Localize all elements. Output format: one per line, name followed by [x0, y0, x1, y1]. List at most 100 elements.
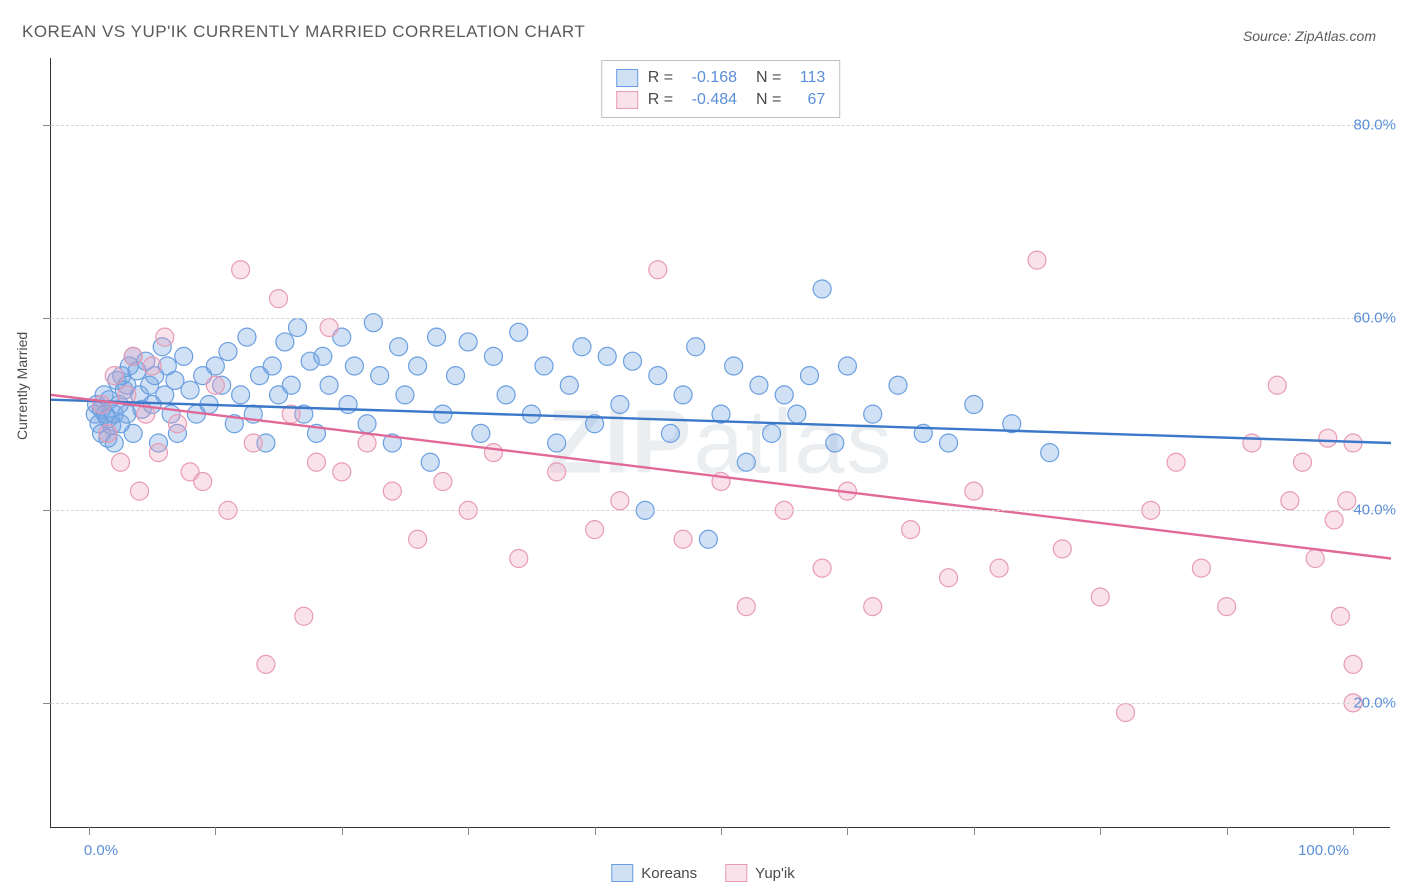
stats-n-value: 67: [791, 91, 825, 109]
data-point: [409, 530, 427, 548]
data-point: [1028, 251, 1046, 269]
x-tick: [342, 827, 343, 835]
x-tick: [1353, 827, 1354, 835]
data-point: [1243, 434, 1261, 452]
data-point: [345, 357, 363, 375]
data-point: [940, 569, 958, 587]
data-point: [333, 463, 351, 481]
data-point: [902, 521, 920, 539]
data-point: [339, 396, 357, 414]
stats-row: R = -0.168 N = 113: [616, 67, 826, 89]
x-tick: [721, 827, 722, 835]
y-tick: [43, 510, 51, 511]
data-point: [206, 376, 224, 394]
data-point: [990, 559, 1008, 577]
x-tick: [847, 827, 848, 835]
x-tick: [595, 827, 596, 835]
data-point: [1281, 492, 1299, 510]
data-point: [484, 444, 502, 462]
legend-item: Yup'ik: [725, 864, 795, 882]
data-point: [1218, 598, 1236, 616]
chart-title: KOREAN VS YUP'IK CURRENTLY MARRIED CORRE…: [22, 22, 585, 42]
data-point: [112, 453, 130, 471]
data-point: [800, 367, 818, 385]
data-point: [156, 328, 174, 346]
data-point: [775, 386, 793, 404]
data-point: [750, 376, 768, 394]
stats-r-value: -0.168: [683, 69, 737, 87]
data-point: [320, 376, 338, 394]
legend-item: Koreans: [611, 864, 697, 882]
data-point: [130, 482, 148, 500]
data-point: [611, 396, 629, 414]
data-point: [364, 314, 382, 332]
data-point: [270, 290, 288, 308]
data-point: [586, 521, 604, 539]
stats-n-label: N =: [747, 69, 781, 87]
data-point: [409, 357, 427, 375]
data-point: [548, 434, 566, 452]
stats-row: R = -0.484 N = 67: [616, 89, 826, 111]
data-point: [390, 338, 408, 356]
data-point: [484, 347, 502, 365]
bottom-legend: Koreans Yup'ik: [611, 864, 794, 882]
data-point: [826, 434, 844, 452]
data-point: [1268, 376, 1286, 394]
data-point: [314, 347, 332, 365]
data-point: [535, 357, 553, 375]
data-point: [699, 530, 717, 548]
data-point: [1117, 704, 1135, 722]
data-point: [421, 453, 439, 471]
data-point: [1192, 559, 1210, 577]
y-tick-label: 20.0%: [1353, 694, 1396, 711]
x-tick: [974, 827, 975, 835]
data-point: [1325, 511, 1343, 529]
data-point: [737, 598, 755, 616]
data-point: [232, 261, 250, 279]
gridline: [51, 703, 1390, 704]
data-point: [383, 482, 401, 500]
data-point: [965, 482, 983, 500]
data-point: [510, 550, 528, 568]
data-point: [181, 381, 199, 399]
gridline: [51, 125, 1390, 126]
data-point: [244, 434, 262, 452]
legend-label: Koreans: [641, 865, 697, 882]
x-tick: [89, 827, 90, 835]
data-point: [99, 424, 117, 442]
x-tick: [468, 827, 469, 835]
data-point: [1167, 453, 1185, 471]
data-point: [763, 424, 781, 442]
data-point: [573, 338, 591, 356]
data-point: [864, 598, 882, 616]
data-point: [864, 405, 882, 423]
stats-r-label: R =: [648, 91, 673, 109]
data-point: [1053, 540, 1071, 558]
data-point: [396, 386, 414, 404]
swatch-yupik: [725, 864, 747, 882]
x-tick: [215, 827, 216, 835]
data-point: [358, 415, 376, 433]
y-axis-label: Currently Married: [14, 332, 30, 440]
stats-r-label: R =: [648, 69, 673, 87]
data-point: [276, 333, 294, 351]
data-point: [371, 367, 389, 385]
data-point: [1091, 588, 1109, 606]
data-point: [149, 444, 167, 462]
data-point: [206, 357, 224, 375]
data-point: [548, 463, 566, 481]
data-point: [889, 376, 907, 394]
data-point: [965, 396, 983, 414]
data-point: [124, 424, 142, 442]
x-tick: [1227, 827, 1228, 835]
data-point: [725, 357, 743, 375]
y-tick: [43, 318, 51, 319]
data-point: [358, 434, 376, 452]
data-point: [232, 386, 250, 404]
data-point: [124, 347, 142, 365]
data-point: [320, 319, 338, 337]
data-point: [168, 415, 186, 433]
y-tick-label: 60.0%: [1353, 309, 1396, 326]
stats-legend-box: R = -0.168 N = 113 R = -0.484 N = 67: [601, 60, 841, 118]
data-point: [649, 367, 667, 385]
